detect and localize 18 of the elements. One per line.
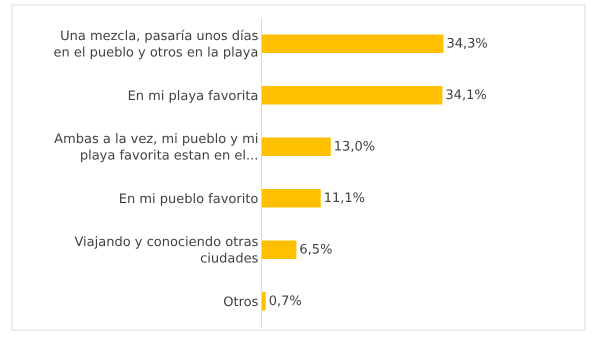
y-tick-label: En mi playa favorita: [128, 88, 258, 104]
bar: [262, 86, 442, 105]
data-label: 0,7%: [268, 294, 302, 309]
bar: [262, 137, 331, 156]
y-tick-label: Viajando y conociendo otras ciudades: [74, 234, 259, 267]
bar: [262, 240, 296, 260]
data-label: 34,1%: [445, 88, 487, 103]
data-label: 11,1%: [324, 190, 366, 206]
y-tick-label: En mi pueblo favorito: [118, 192, 258, 207]
bar: [262, 34, 444, 54]
data-label: 13,0%: [334, 139, 376, 154]
data-label: 6,5%: [299, 242, 332, 258]
bar: [262, 188, 321, 208]
bar: [262, 292, 266, 311]
y-tick-label: Una mezcla, pasaría unos días en el pueblo y otros en la playa: [53, 28, 259, 61]
y-tick-label: Otros: [223, 294, 259, 310]
y-tick-label: Ambas a la vez, mi pueblo y mi playa favorita estan en el...: [54, 132, 258, 164]
data-label: 34,3%: [446, 36, 488, 52]
